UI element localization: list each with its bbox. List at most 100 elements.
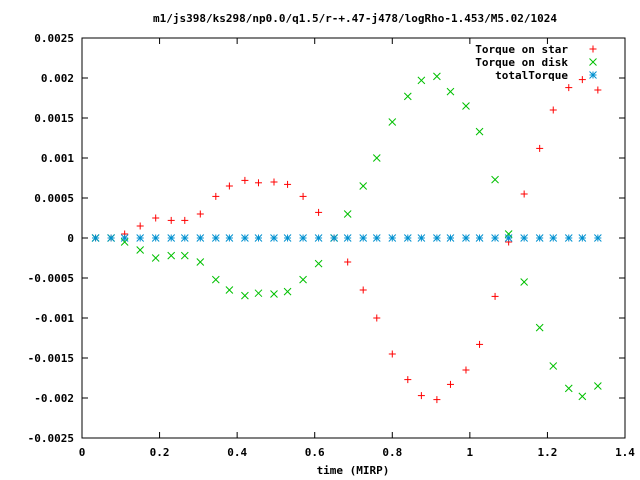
data-point [491, 292, 499, 300]
data-point [578, 76, 586, 84]
data-point [578, 392, 587, 401]
data-point [270, 290, 278, 298]
x-tick-label: 0.4 [227, 446, 247, 459]
y-tick-label: 0.001 [41, 152, 74, 165]
chart-title: m1/js398/ks298/np0.0/q1.5/r-+.47-j478/lo… [153, 12, 557, 25]
data-point [373, 314, 381, 322]
data-point [151, 254, 160, 262]
x-tick-label: 0.6 [305, 446, 325, 459]
x-tick-label: 0 [79, 446, 86, 459]
data-marks [91, 72, 602, 404]
data-point [283, 234, 292, 242]
data-point [91, 234, 100, 242]
data-point [196, 210, 204, 218]
data-point [536, 144, 544, 152]
data-point [417, 392, 425, 400]
legend-label: Torque on disk [475, 56, 568, 69]
data-point [211, 275, 220, 284]
data-point [403, 234, 412, 242]
data-point [446, 380, 454, 388]
data-point [388, 350, 396, 358]
legend-label: Torque on star [475, 43, 568, 56]
data-point [535, 323, 544, 332]
data-point [270, 178, 278, 186]
data-point [535, 234, 544, 242]
data-point [433, 234, 441, 242]
data-point [241, 291, 249, 300]
data-point [315, 208, 323, 216]
data-point [284, 180, 292, 188]
data-point [196, 258, 205, 266]
data-point [299, 275, 307, 284]
data-point [344, 258, 352, 266]
data-point [299, 234, 307, 242]
data-point [180, 251, 189, 260]
y-tick-label: 0 [67, 232, 74, 245]
data-point [270, 234, 278, 242]
data-point [359, 234, 368, 242]
x-tick-label: 1.2 [537, 446, 557, 459]
y-tick-label: -0.002 [34, 392, 74, 405]
data-point [578, 234, 587, 242]
data-point [593, 234, 602, 242]
data-point [433, 72, 441, 81]
y-tick-label: -0.001 [34, 312, 74, 325]
data-point [241, 176, 249, 184]
data-point [475, 234, 484, 242]
data-point [167, 251, 176, 260]
data-point [520, 234, 529, 242]
data-point [475, 127, 484, 136]
data-point [549, 234, 558, 242]
data-point [549, 362, 558, 370]
legend-label: totalTorque [495, 69, 568, 82]
y-tick-label: 0.0005 [34, 192, 74, 205]
x-tick-label: 0.8 [382, 446, 402, 459]
data-point [241, 234, 249, 242]
data-point [388, 118, 397, 126]
data-point [417, 234, 426, 242]
data-point [136, 246, 145, 254]
legend-marker [589, 58, 597, 66]
data-point [359, 182, 368, 190]
y-tick-label: -0.0015 [28, 352, 74, 365]
x-tick-label: 1.4 [615, 446, 635, 459]
data-point [167, 216, 175, 224]
data-point [254, 179, 262, 187]
data-point [417, 76, 426, 85]
data-point [136, 222, 144, 230]
legend-marker [589, 71, 597, 79]
data-point [151, 234, 160, 242]
data-point [403, 92, 412, 101]
data-point [180, 234, 189, 242]
data-point [491, 234, 499, 242]
data-point [314, 234, 323, 242]
y-tick-label: -0.0025 [28, 432, 74, 445]
data-point [107, 234, 115, 242]
axes: 0 0.2 0.4 0.6 0.8 1 1.2 1.4 0.0025 0.002 0.0015 0.0… [28, 32, 636, 459]
data-point [446, 87, 455, 96]
data-point [196, 234, 205, 242]
data-point [212, 192, 220, 200]
data-point [283, 287, 292, 296]
data-point [167, 234, 176, 242]
data-point [254, 289, 263, 298]
data-point [433, 396, 441, 404]
data-point [520, 190, 528, 198]
data-point [225, 286, 234, 294]
data-point [254, 234, 263, 242]
data-point [504, 234, 513, 242]
data-point [564, 384, 573, 393]
legend-marker [589, 45, 597, 53]
data-point [446, 234, 455, 242]
series-2 [91, 234, 602, 242]
data-point [520, 278, 529, 286]
y-tick-label: 0.0025 [34, 32, 74, 45]
data-point [564, 234, 573, 242]
data-point [372, 154, 381, 162]
data-point [462, 102, 470, 110]
data-point [343, 210, 352, 218]
x-tick-label: 0.2 [150, 446, 170, 459]
data-point [152, 214, 160, 222]
x-tick-label: 1 [467, 446, 474, 459]
